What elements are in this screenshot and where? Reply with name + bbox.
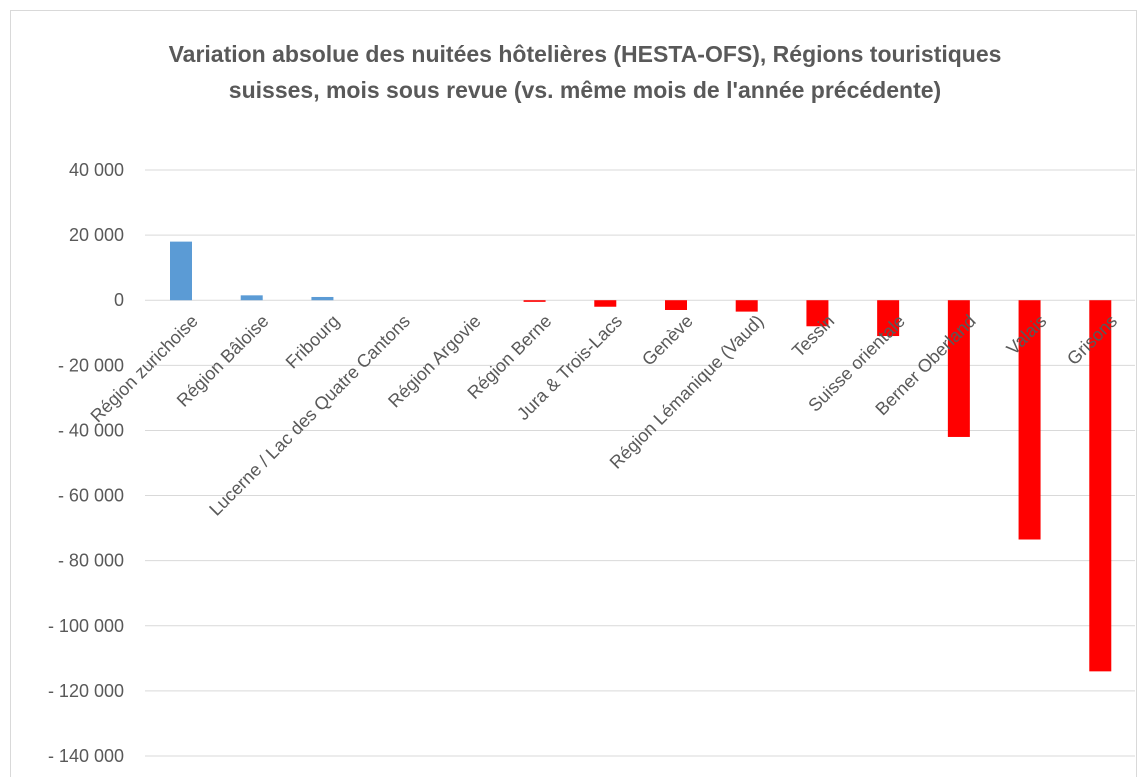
bar <box>665 300 687 310</box>
bar <box>523 300 546 302</box>
gridlines <box>145 169 1135 757</box>
y-tick-label: - 60 000 <box>58 486 124 506</box>
y-tick-label: 40 000 <box>69 160 124 180</box>
bar <box>806 300 829 327</box>
y-tick-label: - 20 000 <box>58 355 124 375</box>
y-tick-label: - 40 000 <box>58 420 124 440</box>
bar <box>1018 300 1041 540</box>
bar <box>877 300 900 337</box>
bar <box>947 300 970 437</box>
y-tick-label: - 100 000 <box>48 616 124 636</box>
chart-title-line-1: Variation absolue des nuitées hôtelières… <box>168 41 1002 67</box>
category-label: Genève <box>638 311 697 370</box>
y-tick-label: - 140 000 <box>48 746 124 766</box>
bar <box>1089 300 1112 672</box>
bar <box>240 295 263 301</box>
y-axis-tick-labels: 40 000 20 000 0 - 20 000 - 40 000 - 60 000 - 8… <box>48 160 124 766</box>
bar <box>735 300 758 312</box>
y-tick-label: - 80 000 <box>58 551 124 571</box>
chart-title-line-2: suisses, mois sous revue (vs. même mois … <box>228 77 942 103</box>
bars <box>170 241 1112 672</box>
y-tick-label: 0 <box>114 290 124 310</box>
bar <box>170 241 192 301</box>
y-tick-label: 20 000 <box>69 225 124 245</box>
bar <box>311 296 334 301</box>
chart-title: Variation absolue des nuitées hôtelières… <box>0 36 1148 108</box>
y-tick-label: - 120 000 <box>48 681 124 701</box>
category-label: Fribourg <box>282 311 344 373</box>
bar <box>594 300 617 307</box>
